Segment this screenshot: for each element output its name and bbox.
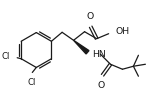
Polygon shape [73,40,89,54]
Text: HN: HN [93,50,106,59]
Text: O: O [98,81,105,90]
Text: OH: OH [116,27,130,36]
Text: Cl: Cl [2,52,10,61]
Text: Cl: Cl [27,78,36,87]
Text: O: O [86,12,93,21]
